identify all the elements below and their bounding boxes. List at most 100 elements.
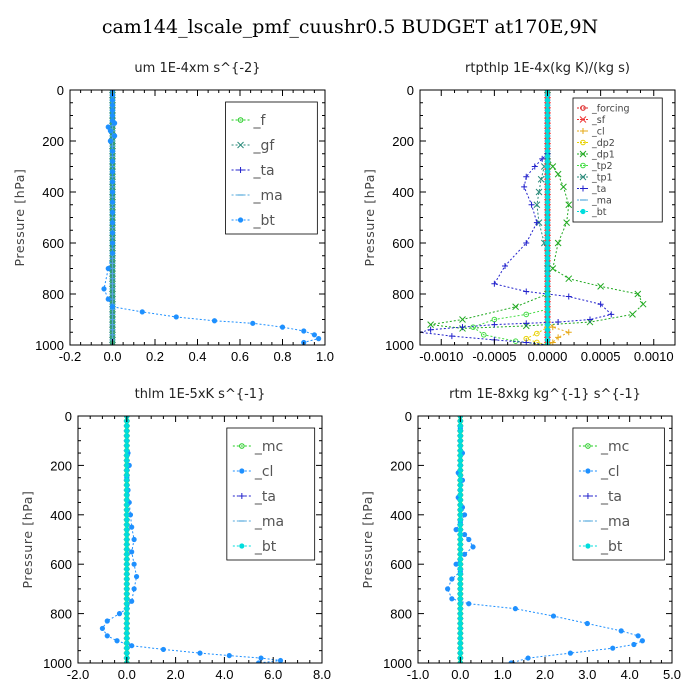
legend-marker — [579, 150, 587, 158]
y-tick-label: 1000 — [383, 656, 412, 671]
point-cl — [610, 645, 616, 651]
point-bt — [124, 423, 130, 429]
point-bt — [457, 591, 463, 597]
point-bt — [544, 316, 551, 323]
point-bt — [544, 199, 551, 205]
legend-label: _forcing — [591, 104, 630, 115]
point-ta — [502, 262, 508, 269]
point-tp1 — [533, 201, 541, 209]
point-dp1 — [554, 239, 562, 247]
point-cl — [555, 334, 562, 341]
legend-label: _ta — [600, 489, 622, 505]
legend-label: _cl — [600, 464, 620, 480]
point-bt — [211, 318, 218, 324]
legend-label: _cl — [254, 464, 274, 480]
point-bt — [544, 291, 551, 297]
point-dp1 — [629, 311, 636, 318]
point-cl — [131, 561, 137, 567]
point-dp1 — [565, 275, 573, 283]
point-bt — [544, 250, 551, 256]
point-dp1 — [563, 219, 570, 226]
point-bt — [544, 184, 551, 190]
point-bt — [124, 517, 130, 523]
point-ta — [523, 339, 530, 345]
point-cl — [631, 641, 637, 648]
x-tick-label: 8.0 — [313, 667, 331, 682]
point-dp1 — [512, 303, 519, 311]
x-tick-label: -0.0010 — [419, 349, 463, 364]
point-gf — [109, 341, 116, 345]
legend-label: _ta — [591, 184, 606, 195]
legend-label: _mc — [254, 439, 283, 455]
legend-marker — [237, 167, 244, 173]
point-bt — [457, 497, 463, 503]
legend-label: _cl — [591, 127, 605, 138]
point-bt — [457, 566, 463, 572]
point-bt — [544, 148, 551, 154]
y-tick-label: 200 — [42, 134, 64, 149]
y-tick-label: 400 — [392, 185, 414, 200]
point-bt — [457, 606, 463, 612]
point-bt — [109, 107, 116, 113]
point-bt — [457, 517, 463, 523]
y-tick-label: 400 — [42, 185, 64, 200]
legend-label: _dp2 — [591, 138, 615, 149]
point-bt — [124, 640, 130, 646]
point-dp1 — [597, 282, 604, 290]
point-bt — [544, 322, 551, 328]
y-tick-label: 1000 — [385, 338, 414, 353]
x-tick-label: 0.8 — [273, 349, 291, 364]
y-axis-label: Pressure [hPa] — [12, 168, 27, 266]
point-bt — [124, 596, 130, 602]
point-ta — [448, 333, 455, 340]
x-tick-label: 3.0 — [578, 667, 596, 682]
point-bt — [124, 606, 130, 612]
point-bt — [124, 645, 130, 651]
point-ta — [523, 173, 530, 180]
point-dp1 — [427, 321, 434, 328]
point-ta — [528, 201, 535, 208]
point-bt — [544, 158, 551, 164]
point-bt — [124, 433, 130, 439]
point-bt — [124, 457, 130, 464]
y-tick-label: 600 — [390, 557, 412, 572]
series-group — [99, 416, 284, 663]
point-ta — [533, 219, 540, 226]
point-ta — [587, 316, 593, 323]
legend-label: _ma — [254, 514, 284, 530]
point-ta — [523, 240, 530, 246]
legend-marker — [239, 468, 245, 474]
series-group — [101, 90, 322, 345]
point-cl — [639, 638, 645, 644]
point-bt — [124, 462, 130, 469]
point-cl — [567, 650, 574, 656]
point-cl — [449, 576, 455, 582]
y-tick-label: 0 — [57, 83, 64, 98]
y-axis-label: Pressure [hPa] — [20, 490, 35, 588]
point-bt — [457, 650, 463, 656]
legend-marker — [237, 217, 244, 223]
legend-marker — [580, 128, 586, 134]
point-bt — [109, 199, 116, 205]
point-bt — [544, 286, 551, 292]
point-bt — [109, 230, 116, 236]
point-cl — [133, 573, 140, 580]
point-bt — [112, 120, 118, 126]
point-cl — [114, 638, 120, 644]
legend-marker — [580, 105, 586, 111]
point-bt — [107, 138, 113, 144]
point-ta — [491, 321, 498, 328]
point-dp1 — [634, 290, 642, 298]
point-bt — [544, 311, 551, 318]
point-bt — [124, 438, 130, 444]
point-bt — [105, 265, 111, 272]
point-bt — [457, 536, 463, 543]
point-bt — [544, 235, 551, 241]
point-cl — [129, 524, 135, 530]
point-cl — [197, 650, 203, 656]
point-bt — [544, 296, 551, 302]
point-cl — [550, 613, 557, 619]
point-bt — [124, 522, 130, 528]
point-cl — [584, 620, 590, 627]
point-bt — [109, 250, 116, 256]
